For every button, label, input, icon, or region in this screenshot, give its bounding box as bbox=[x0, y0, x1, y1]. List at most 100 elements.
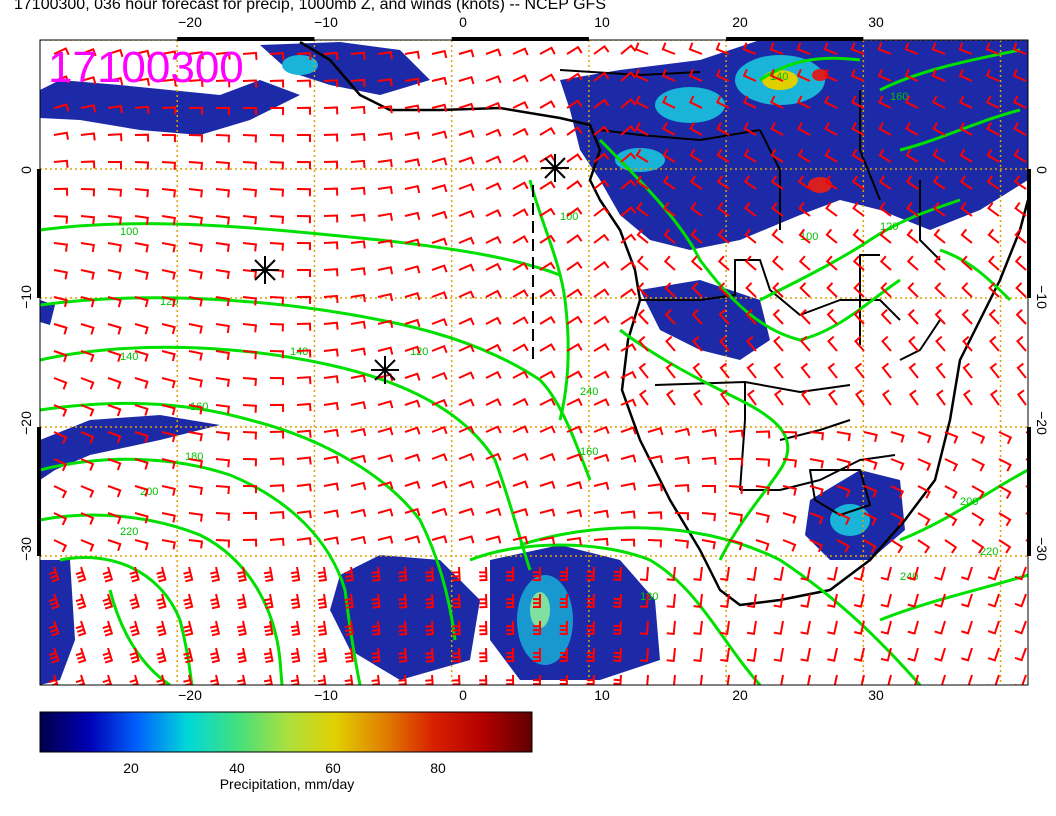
wind-barb bbox=[215, 323, 230, 334]
wind-barb bbox=[404, 426, 421, 435]
wind-barb bbox=[689, 95, 703, 109]
wind-barb bbox=[431, 535, 448, 544]
wind-barb bbox=[107, 76, 124, 86]
wind-barb bbox=[215, 512, 231, 521]
wind-barb bbox=[215, 79, 231, 88]
wind-barb bbox=[807, 674, 811, 685]
wind-barb bbox=[559, 647, 568, 663]
wind-barb bbox=[743, 122, 757, 136]
wind-barb bbox=[53, 269, 68, 280]
wind-barb bbox=[566, 153, 583, 163]
wind-barb bbox=[452, 674, 461, 685]
wind-barb bbox=[593, 152, 610, 163]
wind-barb bbox=[80, 539, 95, 552]
wind-barb bbox=[989, 335, 1000, 352]
wind-barb bbox=[881, 674, 892, 685]
wind-barb bbox=[958, 68, 973, 82]
wind-barb bbox=[80, 296, 95, 308]
wind-barb bbox=[242, 215, 258, 225]
wind-barb bbox=[107, 161, 123, 170]
wind-barb bbox=[593, 44, 610, 55]
wind-barb bbox=[458, 344, 475, 353]
wind-barb bbox=[699, 674, 703, 685]
contour-label: 140 bbox=[120, 351, 138, 363]
wind-barb bbox=[1014, 620, 1027, 635]
wind-barb bbox=[593, 453, 610, 462]
wind-barb bbox=[269, 537, 285, 546]
colorbar-ramp bbox=[39, 711, 533, 753]
wind-barb bbox=[836, 458, 851, 470]
wind-barb bbox=[620, 288, 637, 298]
wind-barb bbox=[746, 593, 757, 608]
wind-barb bbox=[890, 485, 905, 499]
wind-barb bbox=[296, 322, 312, 331]
wind-barb bbox=[586, 647, 595, 663]
wind-barb bbox=[593, 288, 610, 298]
wind-barb bbox=[647, 539, 663, 548]
wind-barb bbox=[107, 133, 123, 142]
wind-barb bbox=[377, 535, 394, 544]
wind-barb bbox=[692, 389, 703, 406]
wind-barb bbox=[242, 107, 258, 116]
wind-barb bbox=[743, 95, 757, 109]
wind-barb bbox=[350, 347, 367, 356]
wind-barb bbox=[689, 122, 703, 136]
wind-barb bbox=[566, 315, 583, 325]
wind-barb bbox=[512, 452, 529, 461]
wind-barb bbox=[431, 291, 448, 300]
wind-barb bbox=[290, 566, 301, 582]
wind-barb bbox=[377, 508, 394, 517]
wind-barb bbox=[431, 103, 448, 112]
wind-barb bbox=[323, 268, 339, 277]
wind-barb bbox=[323, 536, 340, 545]
wind-barb bbox=[215, 485, 231, 495]
wind-barb bbox=[716, 95, 730, 109]
wind-barb bbox=[377, 185, 393, 195]
wind-barb bbox=[371, 674, 381, 685]
wind-barb bbox=[809, 485, 824, 497]
wind-barb bbox=[1013, 148, 1027, 163]
lat-tick-label: −10 bbox=[1034, 285, 1050, 309]
wind-barb bbox=[242, 538, 258, 547]
wind-barb bbox=[296, 215, 312, 224]
wind-barb bbox=[485, 48, 502, 57]
wind-barb bbox=[566, 342, 583, 352]
frame-bar bbox=[451, 37, 589, 41]
wind-barb bbox=[701, 456, 717, 465]
wind-barb bbox=[506, 674, 515, 685]
lon-tick-label: 30 bbox=[868, 14, 884, 30]
wind-barb bbox=[296, 429, 312, 438]
lon-tick-label: −10 bbox=[314, 14, 338, 30]
wind-barb bbox=[237, 566, 247, 583]
wind-barb bbox=[80, 48, 97, 57]
wind-barb bbox=[613, 566, 622, 582]
wind-barb bbox=[377, 132, 393, 141]
wind-barb bbox=[323, 509, 340, 518]
wind-barb bbox=[917, 512, 931, 527]
wind-barb bbox=[512, 235, 529, 244]
wind-barb bbox=[48, 647, 60, 664]
wind-barb bbox=[620, 179, 637, 190]
wind-barb bbox=[692, 335, 703, 352]
wind-barb bbox=[809, 431, 825, 441]
wind-barb bbox=[458, 129, 475, 138]
wind-barb bbox=[539, 207, 556, 217]
wind-barb bbox=[744, 255, 757, 271]
wind-barb bbox=[636, 255, 649, 271]
wind-barb bbox=[237, 593, 247, 610]
wind-barb bbox=[836, 539, 850, 553]
wind-barb bbox=[134, 49, 151, 58]
wind-barb bbox=[404, 238, 421, 247]
wind-barb bbox=[404, 507, 421, 517]
wind-barb bbox=[593, 342, 610, 352]
wind-barb bbox=[269, 242, 285, 251]
wind-barb bbox=[613, 620, 622, 636]
wind-barb bbox=[107, 215, 123, 225]
wind-barb bbox=[661, 42, 676, 55]
wind-barb bbox=[161, 296, 176, 308]
wind-barb bbox=[755, 458, 771, 467]
wind-barb bbox=[852, 202, 865, 217]
wind-barb bbox=[559, 593, 568, 609]
wind-barb bbox=[746, 620, 757, 635]
